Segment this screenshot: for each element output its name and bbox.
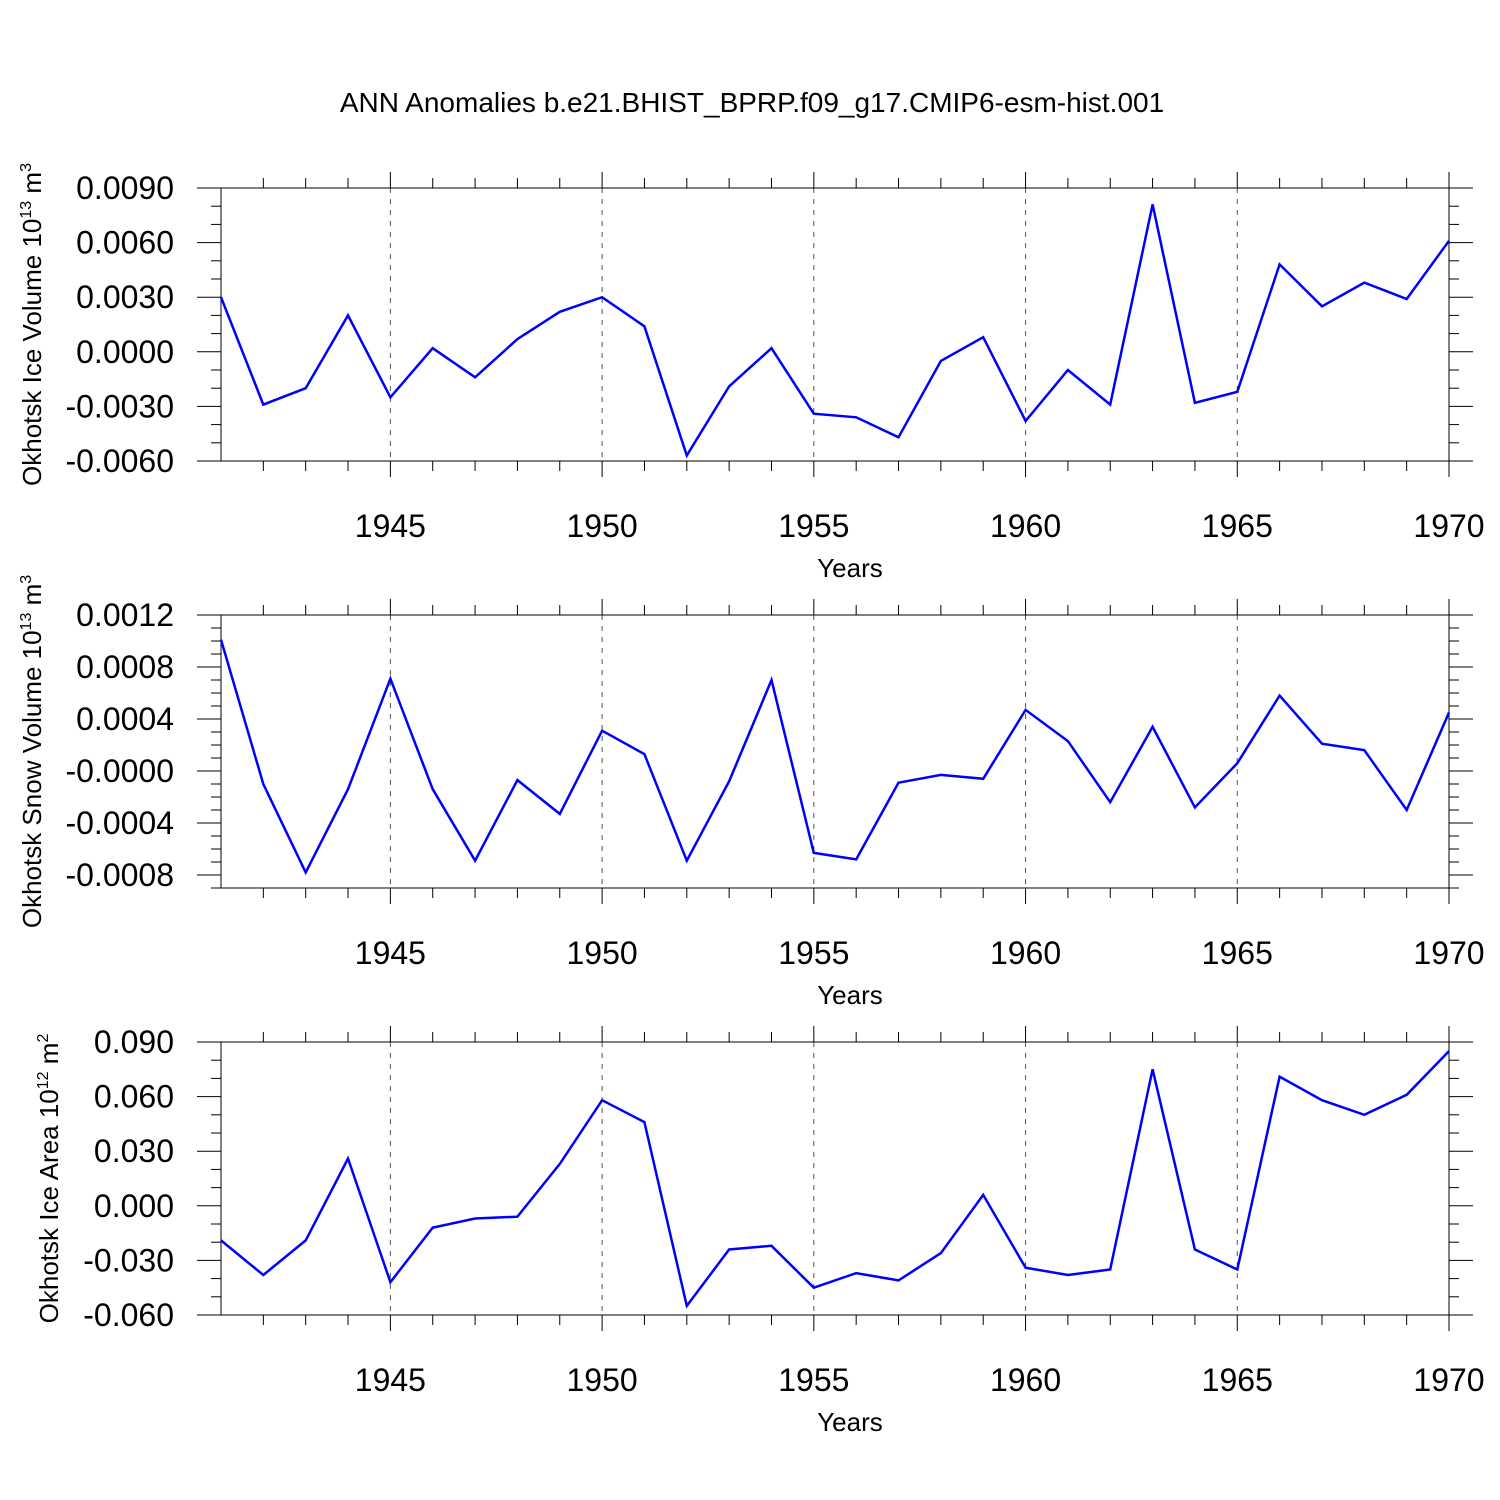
y-tick-label: 0.0004 <box>76 701 174 737</box>
x-axis-label: Years <box>817 553 883 583</box>
x-tick-label: 1950 <box>567 935 638 971</box>
y-tick-label: -0.0060 <box>65 443 174 479</box>
x-axis-label: Years <box>817 980 883 1010</box>
y-tick-label: -0.0008 <box>65 857 174 893</box>
x-tick-label: 1970 <box>1413 1362 1484 1398</box>
x-tick-label: 1955 <box>778 935 849 971</box>
plot-frame <box>220 187 1450 462</box>
y-tick-label: -0.030 <box>83 1242 174 1278</box>
x-axis-label: Years <box>817 1407 883 1437</box>
panel-1: 1945 1950 1955 1960 1965 1970 -0.0060 -0.0030 0.… <box>17 163 1485 583</box>
y-tick-label: -0.0004 <box>65 805 174 841</box>
y-tick-label: 0.0030 <box>76 279 174 315</box>
x-tick-label: 1965 <box>1202 1362 1273 1398</box>
x-tick-label: 1960 <box>990 1362 1061 1398</box>
x-tick-label: 1960 <box>990 508 1061 544</box>
plot-frame <box>220 614 1450 889</box>
series-line <box>220 1050 1450 1309</box>
series-line <box>219 204 1451 459</box>
x-tick-label: 1970 <box>1413 935 1484 971</box>
series-line <box>219 639 1451 876</box>
y-tick-label: 0.060 <box>94 1079 174 1115</box>
x-tick-label: 1955 <box>778 508 849 544</box>
x-tick-label: 1950 <box>567 1362 638 1398</box>
plot-frame <box>220 1041 1450 1316</box>
y-tick-label: 0.0090 <box>76 170 174 206</box>
y-tick-label: 0.0012 <box>76 597 174 633</box>
x-tick-label: 1960 <box>990 935 1061 971</box>
y-tick-label: 0.0000 <box>76 334 174 370</box>
y-tick-label: -0.060 <box>83 1297 174 1333</box>
y-tick-label: 0.090 <box>94 1024 174 1060</box>
panels: 1945 1950 1955 1960 1965 1970 -0.0060 -0.0030 0.… <box>17 163 1485 1437</box>
x-tick-label: 1945 <box>355 935 426 971</box>
x-tick-label: 1945 <box>355 1362 426 1398</box>
panel-2: 1945 1950 1955 1960 1965 1970 -0.0008 -0.0004 -0… <box>17 575 1485 1010</box>
y-tick-label: -0.0030 <box>65 388 174 424</box>
y-axis-label: Okhotsk Ice Volume 1013 m3 <box>17 163 47 486</box>
x-tick-label: 1950 <box>567 508 638 544</box>
y-axis-label: Okhotsk Ice Area 1012 m2 <box>34 1034 64 1324</box>
y-tick-label: 0.0060 <box>76 225 174 261</box>
y-axis-label: Okhotsk Snow Volume 1013 m3 <box>17 575 47 928</box>
y-tick-label: 0.000 <box>94 1188 174 1224</box>
x-tick-label: 1970 <box>1413 508 1484 544</box>
panel-3: 1945 1950 1955 1960 1965 1970 -0.060 -0.030 0.00… <box>34 1024 1485 1437</box>
x-tick-label: 1965 <box>1202 935 1273 971</box>
chart-title: ANN Anomalies b.e21.BHIST_BPRP.f09_g17.C… <box>340 87 1164 118</box>
y-tick-label: -0.0000 <box>65 753 174 789</box>
y-tick-label: 0.0008 <box>76 649 174 685</box>
x-tick-label: 1945 <box>355 508 426 544</box>
y-tick-label: 0.030 <box>94 1133 174 1169</box>
x-tick-label: 1955 <box>778 1362 849 1398</box>
x-tick-label: 1965 <box>1202 508 1273 544</box>
